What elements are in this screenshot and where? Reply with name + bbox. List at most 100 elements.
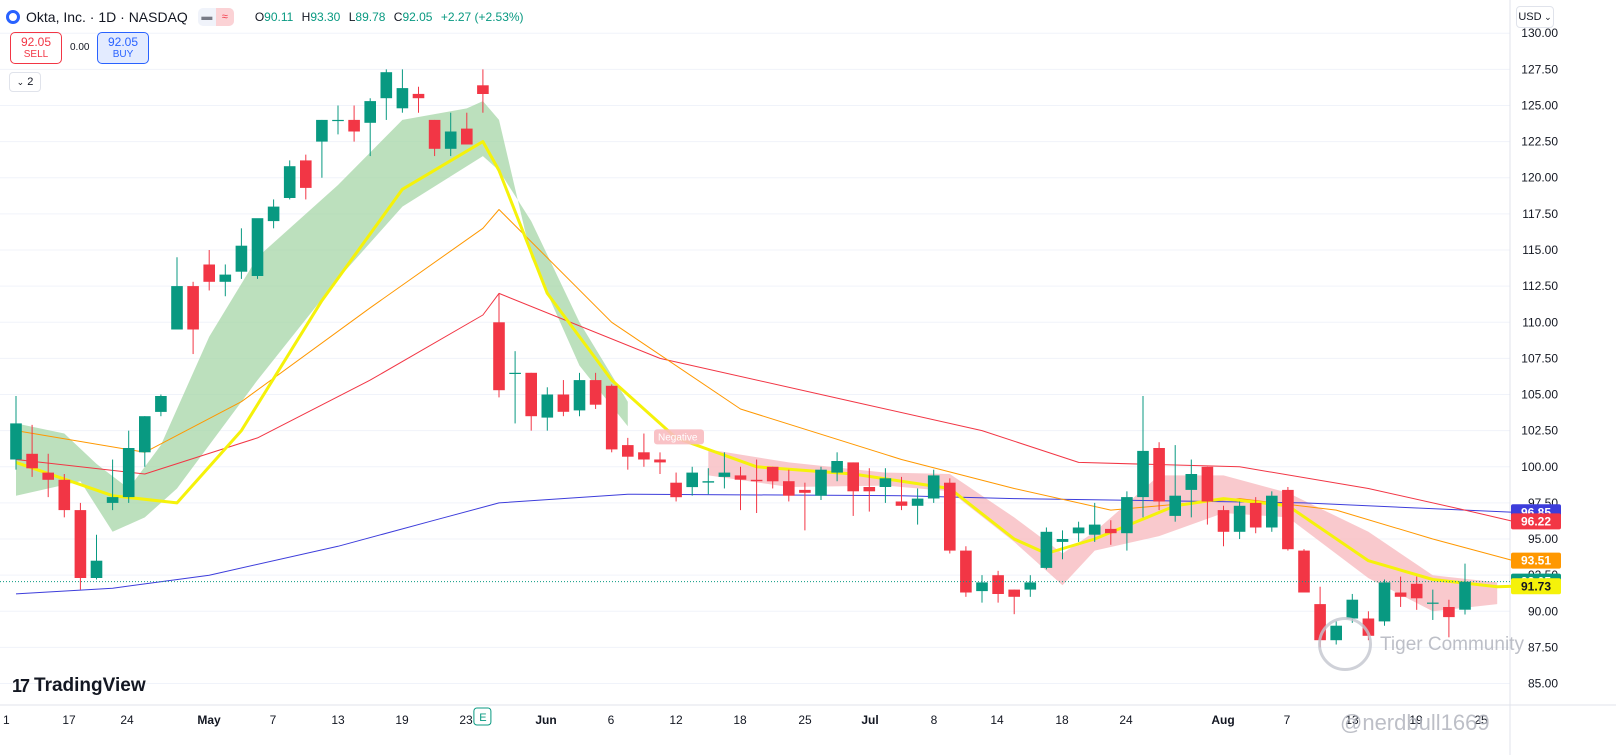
candle-body bbox=[58, 479, 71, 511]
y-tick-label: 112.50 bbox=[1522, 279, 1558, 293]
candle-body bbox=[1024, 582, 1037, 590]
candle-body bbox=[267, 206, 280, 222]
y-tick-label: 122.50 bbox=[1521, 135, 1558, 149]
candle-body bbox=[283, 166, 296, 198]
x-tick-label: 13 bbox=[1345, 713, 1359, 727]
y-tick-label: 87.50 bbox=[1528, 640, 1558, 654]
buy-price: 92.05 bbox=[107, 35, 139, 49]
ohlc-values: O90.11 H93.30 L89.78 C92.05 +2.27 (+2.53… bbox=[250, 10, 524, 24]
candle-body bbox=[122, 448, 135, 498]
candle-body bbox=[1249, 502, 1262, 528]
x-tick-label: 6 bbox=[608, 713, 615, 727]
x-tick-label: 24 bbox=[120, 713, 134, 727]
candle-body bbox=[171, 286, 183, 330]
candle-body bbox=[1201, 466, 1214, 502]
okta-logo-icon bbox=[6, 10, 20, 24]
x-tick-label: 18 bbox=[733, 713, 747, 727]
hide-icon[interactable]: ▬ bbox=[201, 11, 213, 23]
moving-average-line bbox=[15, 209, 1514, 562]
candle-body bbox=[686, 472, 698, 488]
candle-body bbox=[557, 394, 570, 412]
candle-body bbox=[332, 119, 344, 122]
y-tick-label: 130.00 bbox=[1521, 26, 1558, 40]
open-key: O bbox=[254, 10, 265, 24]
candle-body bbox=[10, 423, 22, 460]
x-tick-label: 17 bbox=[62, 713, 76, 727]
candle-body bbox=[26, 453, 38, 469]
tradingview-logo[interactable]: 17 TradingView bbox=[12, 675, 146, 697]
candle-body bbox=[1378, 582, 1391, 622]
buy-button[interactable]: 92.05 BUY bbox=[97, 32, 149, 64]
candle-body bbox=[702, 481, 715, 483]
x-tick-label: 13 bbox=[331, 713, 345, 727]
currency-label: USD bbox=[1518, 11, 1542, 23]
high-value: 93.30 bbox=[310, 10, 341, 24]
x-tick-label: 19 bbox=[1409, 713, 1423, 727]
candle-body bbox=[1040, 531, 1053, 568]
candle-body bbox=[106, 497, 119, 503]
candle-body bbox=[976, 582, 988, 592]
candle-body bbox=[1056, 539, 1069, 542]
x-tick-label: 12 bbox=[669, 713, 683, 727]
candle-body bbox=[670, 482, 682, 498]
high-key: H bbox=[301, 10, 311, 24]
candle-body bbox=[863, 487, 876, 492]
indicators-collapse-button[interactable]: ⌄ 2 bbox=[9, 72, 41, 92]
candle-body bbox=[1362, 618, 1375, 636]
candle-body bbox=[396, 88, 409, 109]
spread-value: 0.00 bbox=[70, 42, 90, 53]
sell-label: SELL bbox=[23, 49, 49, 60]
x-tick-label: 25 bbox=[1474, 713, 1488, 727]
y-tick-label: 120.00 bbox=[1521, 171, 1558, 185]
candle-body bbox=[1185, 474, 1198, 490]
symbol-title[interactable]: Okta, Inc. · 1D · NASDAQ bbox=[26, 9, 188, 25]
x-tick-label: 14 bbox=[990, 713, 1004, 727]
candle-body bbox=[1233, 505, 1246, 532]
candle-body bbox=[461, 128, 473, 145]
candle-body bbox=[235, 245, 248, 272]
x-tick-label: Jul bbox=[861, 713, 878, 727]
chevron-down-icon: ⌄ bbox=[1541, 12, 1552, 22]
price-label-box bbox=[1511, 552, 1561, 569]
low-key: L bbox=[348, 10, 356, 24]
candle-body bbox=[960, 550, 972, 593]
x-tick-label: 24 bbox=[1119, 713, 1133, 727]
earnings-marker-label: E bbox=[479, 712, 486, 724]
x-tick-label: May bbox=[197, 713, 221, 727]
candle-body bbox=[155, 396, 167, 412]
candle-body bbox=[1443, 607, 1455, 618]
x-tick-label: Jun bbox=[535, 713, 556, 727]
indicator-toggle[interactable]: ▬ ≈ bbox=[197, 8, 234, 26]
sell-button[interactable]: 92.05 SELL bbox=[10, 32, 62, 64]
candle-body bbox=[444, 131, 457, 149]
candle-body bbox=[380, 72, 393, 99]
tradingview-wordmark: TradingView bbox=[34, 675, 146, 696]
tiger-watermark-icon bbox=[1318, 617, 1372, 671]
candle-body bbox=[654, 459, 666, 463]
candle-body bbox=[1427, 602, 1439, 604]
candle-body bbox=[831, 461, 843, 473]
candle-body bbox=[1008, 589, 1020, 597]
watermark-handle: @nerdbull1669 bbox=[1340, 710, 1490, 735]
candle-body bbox=[1072, 527, 1085, 534]
y-tick-label: 90.00 bbox=[1528, 604, 1558, 618]
y-tick-label: 100.00 bbox=[1521, 460, 1558, 474]
earnings-marker-icon bbox=[473, 707, 492, 726]
compare-icon[interactable]: ≈ bbox=[215, 8, 234, 26]
candle-body bbox=[42, 472, 54, 480]
y-tick-label: 115.00 bbox=[1522, 243, 1558, 257]
x-tick-label: 23 bbox=[459, 713, 473, 727]
candle-body bbox=[493, 322, 505, 391]
signal-tag-box bbox=[654, 429, 704, 445]
candle-body bbox=[911, 498, 924, 506]
currency-selector[interactable]: USD ⌄ bbox=[1516, 6, 1554, 28]
close-value: 92.05 bbox=[402, 10, 433, 24]
chart-header: Okta, Inc. · 1D · NASDAQ ▬ ≈ O90.11 H93.… bbox=[6, 6, 524, 28]
candle-body bbox=[573, 380, 586, 411]
candle-body bbox=[187, 286, 199, 330]
candle-body bbox=[1169, 495, 1181, 516]
y-tick-label: 110.00 bbox=[1522, 315, 1558, 329]
ema-cloud bbox=[16, 101, 499, 532]
candle-body bbox=[799, 489, 811, 493]
